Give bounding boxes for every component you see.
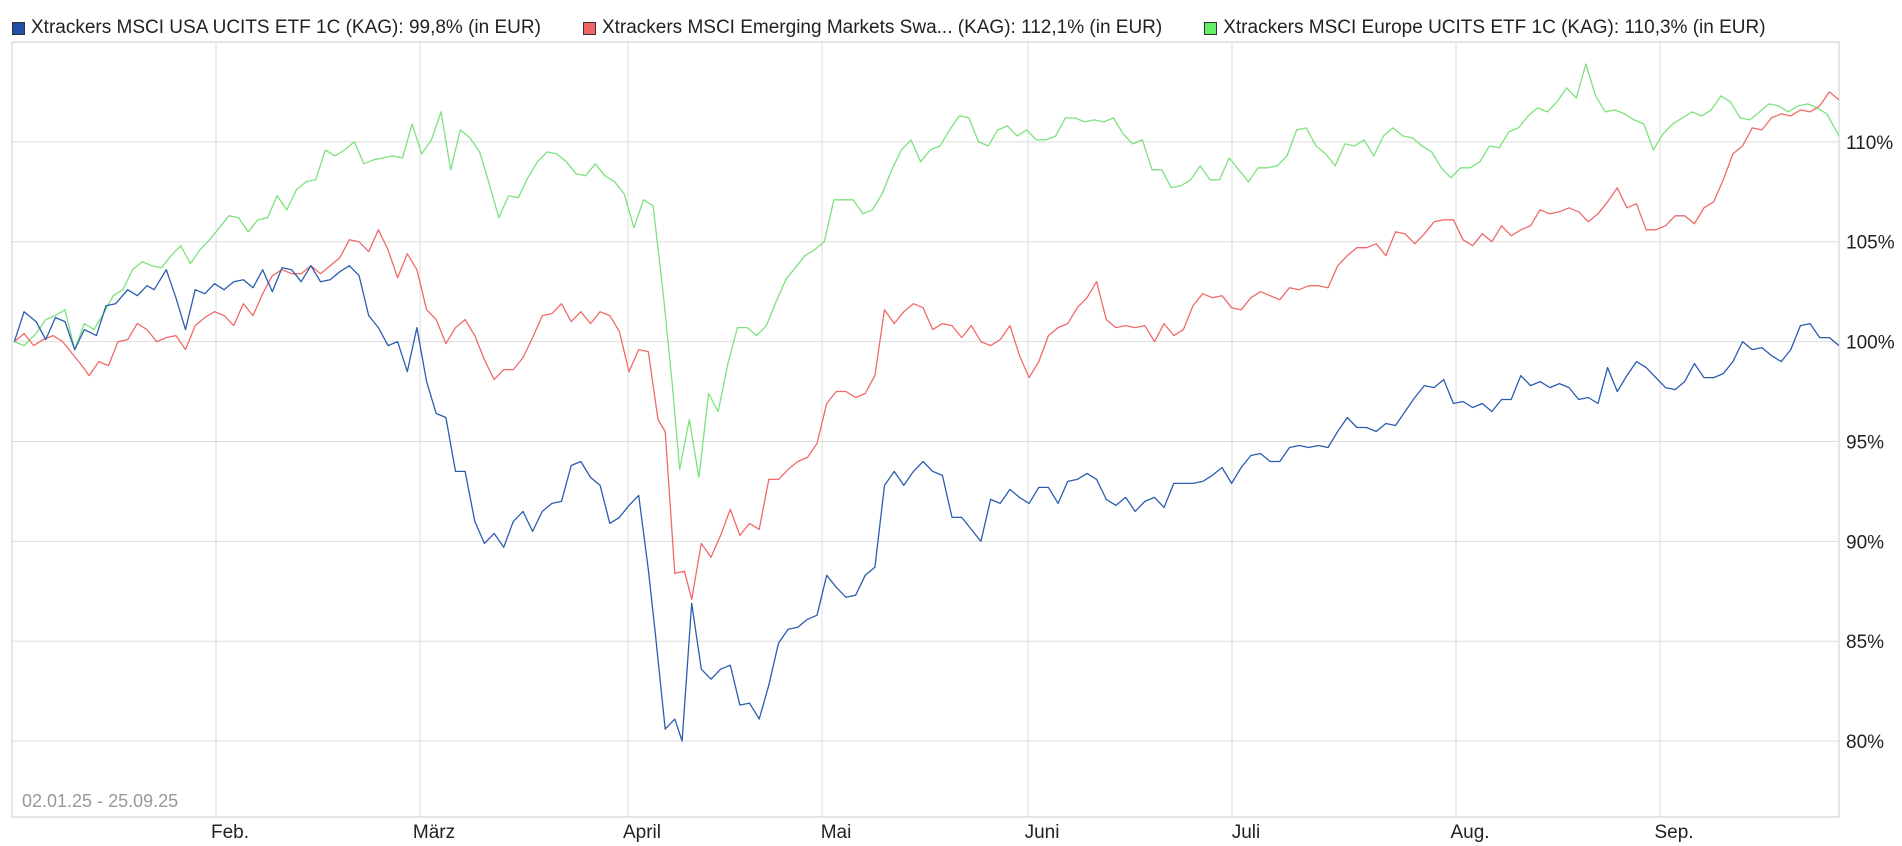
- y-tick-label: 100%: [1846, 333, 1895, 354]
- y-tick-label: 95%: [1846, 432, 1884, 453]
- y-axis: 80% 85% 90% 95% 100% 105% 110%: [1846, 133, 1895, 753]
- y-tick-label: 85%: [1846, 632, 1884, 653]
- legend-item: Xtrackers MSCI Emerging Markets Swa... (…: [582, 17, 1163, 39]
- date-range-label: 02.01.25 - 25.09.25: [22, 791, 178, 811]
- x-tick-label: März: [413, 822, 455, 843]
- legend-swatch: [1204, 21, 1218, 35]
- y-tick-label: 80%: [1846, 732, 1884, 753]
- x-tick-label: April: [623, 822, 661, 843]
- y-tick-label: 90%: [1846, 532, 1884, 553]
- y-tick-label: 110%: [1846, 133, 1893, 154]
- x-tick-label: Sep.: [1654, 822, 1693, 843]
- x-tick-label: Juli: [1232, 822, 1261, 843]
- x-tick-label: Juni: [1025, 822, 1060, 843]
- x-tick-label: Mai: [821, 822, 852, 843]
- x-tick-label: Aug.: [1450, 822, 1489, 843]
- legend-label: Xtrackers MSCI Europe UCITS ETF 1C (KAG)…: [1223, 17, 1766, 38]
- legend-swatch: [12, 21, 25, 35]
- series-layer: [13, 63, 1840, 742]
- series-line: [13, 91, 1840, 600]
- legend-item: Xtrackers MSCI Europe UCITS ETF 1C (KAG)…: [1204, 17, 1766, 39]
- legend-label: Xtrackers MSCI Emerging Markets Swa... (…: [601, 17, 1163, 38]
- chart-grid: [12, 42, 1839, 817]
- plot-frame: [11, 41, 1840, 818]
- series-line: [13, 265, 1840, 742]
- legend-item: Xtrackers MSCI USA UCITS ETF 1C (KAG): 9…: [12, 17, 541, 39]
- series-line: [14, 63, 1840, 479]
- x-axis: Feb. März April Mai Juni Juli Aug. Sep.: [211, 822, 1694, 843]
- y-tick-label: 105%: [1846, 233, 1895, 254]
- chart-legend: Xtrackers MSCI USA UCITS ETF 1C (KAG): 9…: [12, 16, 1766, 40]
- legend-label: Xtrackers MSCI USA UCITS ETF 1C (KAG): 9…: [31, 17, 541, 38]
- legend-swatch: [582, 21, 596, 35]
- x-tick-label: Feb.: [211, 822, 249, 843]
